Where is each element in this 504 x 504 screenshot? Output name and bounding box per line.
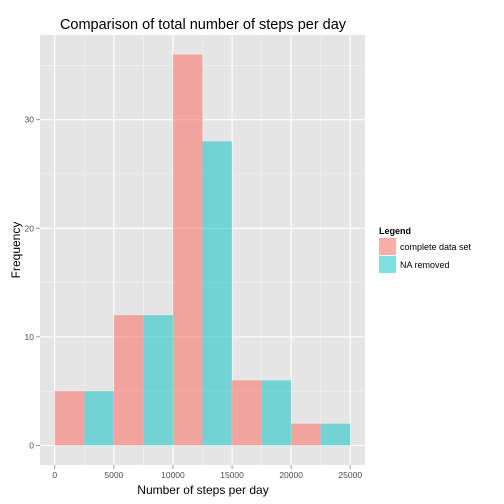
bar-na-removed [84,391,114,446]
bar-complete-data-set [232,380,262,446]
y-axis-ticks: 0 10 20 30 [25,115,40,450]
x-tick-label: 25000 [338,470,362,480]
x-tick-label: 5000 [104,470,123,480]
x-axis-ticks: 0 5000 10000 15000 20000 25000 [52,465,362,480]
y-tick-label: 10 [25,332,35,342]
legend-label-na-removed: NA removed [400,260,450,270]
x-tick-label: 20000 [279,470,303,480]
y-tick-label: 20 [25,223,35,233]
legend-key-complete-data-set [379,238,396,255]
bar-na-removed [143,315,173,446]
bar-na-removed [261,380,292,446]
y-tick-label: 0 [29,440,34,450]
legend: Legend complete data set NA removed [379,226,472,273]
bar-complete-data-set [291,423,321,446]
x-tick-label: 15000 [220,470,244,480]
legend-label-complete-data-set: complete data set [400,242,472,252]
bar-complete-data-set [113,315,144,446]
x-tick-label: 0 [52,470,57,480]
legend-key-na-removed [379,256,396,273]
bar-na-removed [320,423,351,446]
legend-title: Legend [379,226,411,236]
bar-complete-data-set [172,54,203,446]
bar-na-removed [202,141,233,446]
chart-title: Comparison of total number of steps per … [60,17,347,33]
bar-complete-data-set [54,391,85,446]
y-axis-title: Frequency [9,222,23,279]
y-tick-label: 30 [25,115,35,125]
bars [54,54,351,446]
x-axis-title: Number of steps per day [137,483,268,497]
x-tick-label: 10000 [161,470,185,480]
